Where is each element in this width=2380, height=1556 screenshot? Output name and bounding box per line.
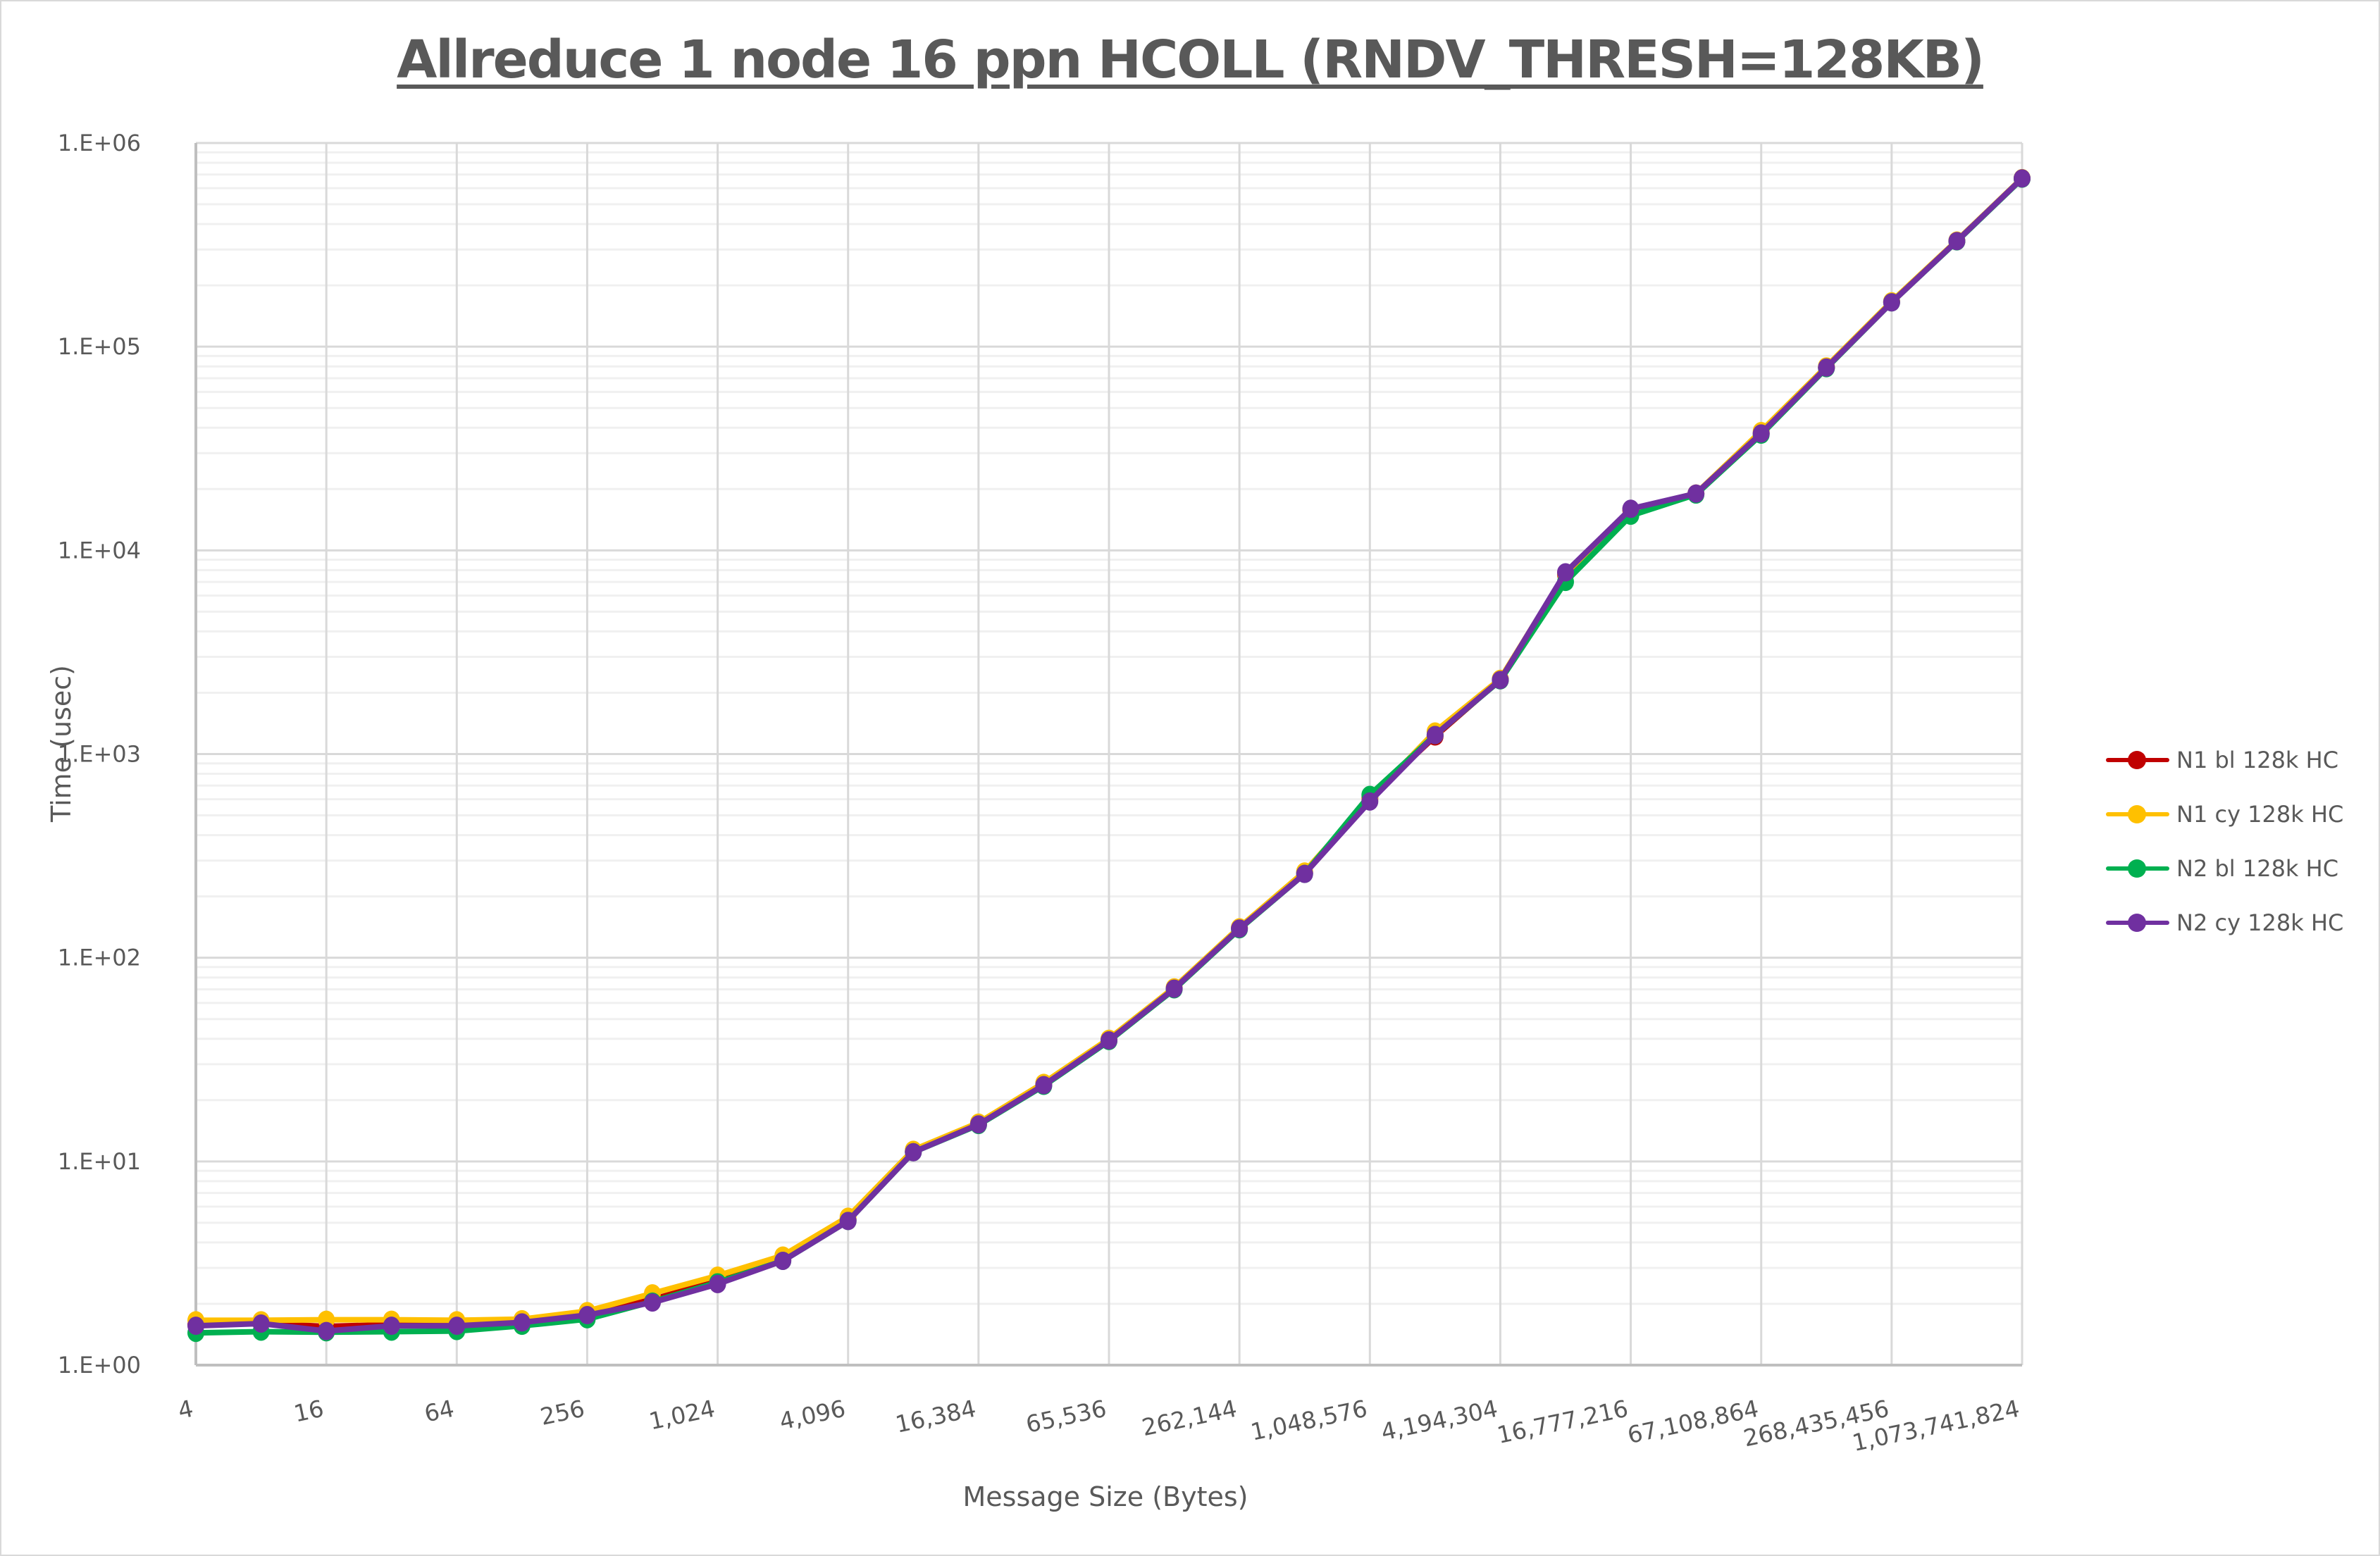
- x-tick-label: 16: [292, 1395, 326, 1428]
- y-tick-label: 1.E+04: [58, 537, 141, 564]
- data-point-marker[interactable]: [709, 1274, 726, 1293]
- chart-title: Allreduce 1 node 16 ppn HCOLL (RNDV_THRE…: [397, 30, 1985, 90]
- y-tick-label: 1.E+06: [58, 130, 141, 156]
- x-tick-label: 1,024: [647, 1395, 718, 1436]
- legend-marker-icon: [2103, 804, 2171, 825]
- data-point-marker[interactable]: [1426, 726, 1444, 745]
- data-point-marker[interactable]: [969, 1115, 987, 1134]
- legend: N1 bl 128k HC N1 cy 128k HC N2 bl 128k H…: [2103, 733, 2343, 950]
- legend-item-n2-bl[interactable]: N2 bl 128k HC: [2103, 841, 2343, 895]
- x-tick-labels: 4 16 64 256 1,024 4,096 16,384 65,536 262,144 1,0…: [175, 1395, 2022, 1457]
- x-tick-label: 4: [175, 1395, 196, 1425]
- legend-marker-icon: [2103, 749, 2171, 771]
- y-tick-label: 1.E+00: [58, 1352, 141, 1378]
- data-point-marker[interactable]: [1557, 563, 1574, 582]
- data-point-marker[interactable]: [1101, 1031, 1117, 1050]
- data-point-marker[interactable]: [187, 1317, 204, 1336]
- data-point-marker[interactable]: [1231, 919, 1248, 938]
- x-tick-label: 262,144: [1139, 1395, 1239, 1442]
- x-tick-label: 1,048,576: [1248, 1395, 1370, 1446]
- gridlines: [194, 142, 2023, 1367]
- y-tick-label: 1.E+01: [58, 1148, 141, 1175]
- legend-label: N2 cy 128k HC: [2176, 909, 2344, 936]
- data-point-marker[interactable]: [513, 1313, 531, 1332]
- data-point-marker[interactable]: [1883, 293, 1900, 312]
- legend-item-n1-cy[interactable]: N1 cy 128k HC: [2103, 787, 2343, 841]
- legend-label: N2 bl 128k HC: [2176, 854, 2339, 882]
- data-point-marker[interactable]: [318, 1321, 335, 1340]
- data-point-marker[interactable]: [2014, 169, 2031, 188]
- x-tick-label: 4,096: [777, 1395, 848, 1436]
- data-point-marker[interactable]: [448, 1317, 466, 1336]
- data-point-marker[interactable]: [1035, 1076, 1053, 1095]
- y-tick-label: 1.E+02: [58, 945, 141, 971]
- x-tick-label: 67,108,864: [1625, 1395, 1761, 1449]
- data-point-marker[interactable]: [839, 1212, 857, 1231]
- data-point-marker[interactable]: [1752, 424, 1770, 443]
- y-tick-labels: 1.E+00 1.E+01 1.E+02 1.E+03 1.E+04 1.E+05 1.E+…: [58, 130, 141, 1378]
- legend-marker-icon: [2103, 858, 2171, 879]
- x-axis-title: Message Size (Bytes): [963, 1481, 1248, 1512]
- x-tick-label: 256: [538, 1395, 587, 1431]
- legend-label: N1 cy 128k HC: [2176, 800, 2344, 828]
- legend-item-n1-bl[interactable]: N1 bl 128k HC: [2103, 733, 2343, 787]
- data-point-marker[interactable]: [1948, 232, 1966, 251]
- data-point-marker[interactable]: [1492, 671, 1509, 690]
- data-point-marker[interactable]: [1687, 484, 1705, 503]
- x-tick-label: 16,777,216: [1494, 1395, 1630, 1449]
- data-point-marker[interactable]: [1165, 979, 1183, 998]
- x-tick-label: 65,536: [1024, 1395, 1109, 1438]
- legend-item-n2-cy[interactable]: N2 cy 128k HC: [2103, 895, 2343, 950]
- x-tick-label: 64: [422, 1395, 457, 1428]
- y-tick-label: 1.E+03: [58, 741, 141, 768]
- x-tick-label: 16,384: [893, 1395, 978, 1438]
- data-point-marker[interactable]: [905, 1143, 922, 1162]
- legend-label: N1 bl 128k HC: [2176, 746, 2339, 773]
- y-tick-label: 1.E+05: [58, 333, 141, 360]
- data-point-marker[interactable]: [774, 1251, 792, 1270]
- series-n2-cy-128k-hc: [187, 169, 2031, 1340]
- data-point-marker[interactable]: [1296, 864, 1313, 883]
- data-point-marker[interactable]: [1818, 358, 1835, 377]
- legend-marker-icon: [2103, 912, 2171, 933]
- x-tick-label: 4,194,304: [1379, 1395, 1500, 1446]
- y-axis-title: Time (usec): [46, 665, 77, 823]
- data-point-marker[interactable]: [252, 1314, 270, 1333]
- data-point-marker[interactable]: [644, 1293, 661, 1312]
- data-point-marker[interactable]: [1361, 792, 1379, 811]
- data-point-marker[interactable]: [383, 1317, 400, 1336]
- data-point-marker[interactable]: [578, 1306, 596, 1325]
- data-point-marker[interactable]: [1622, 499, 1640, 518]
